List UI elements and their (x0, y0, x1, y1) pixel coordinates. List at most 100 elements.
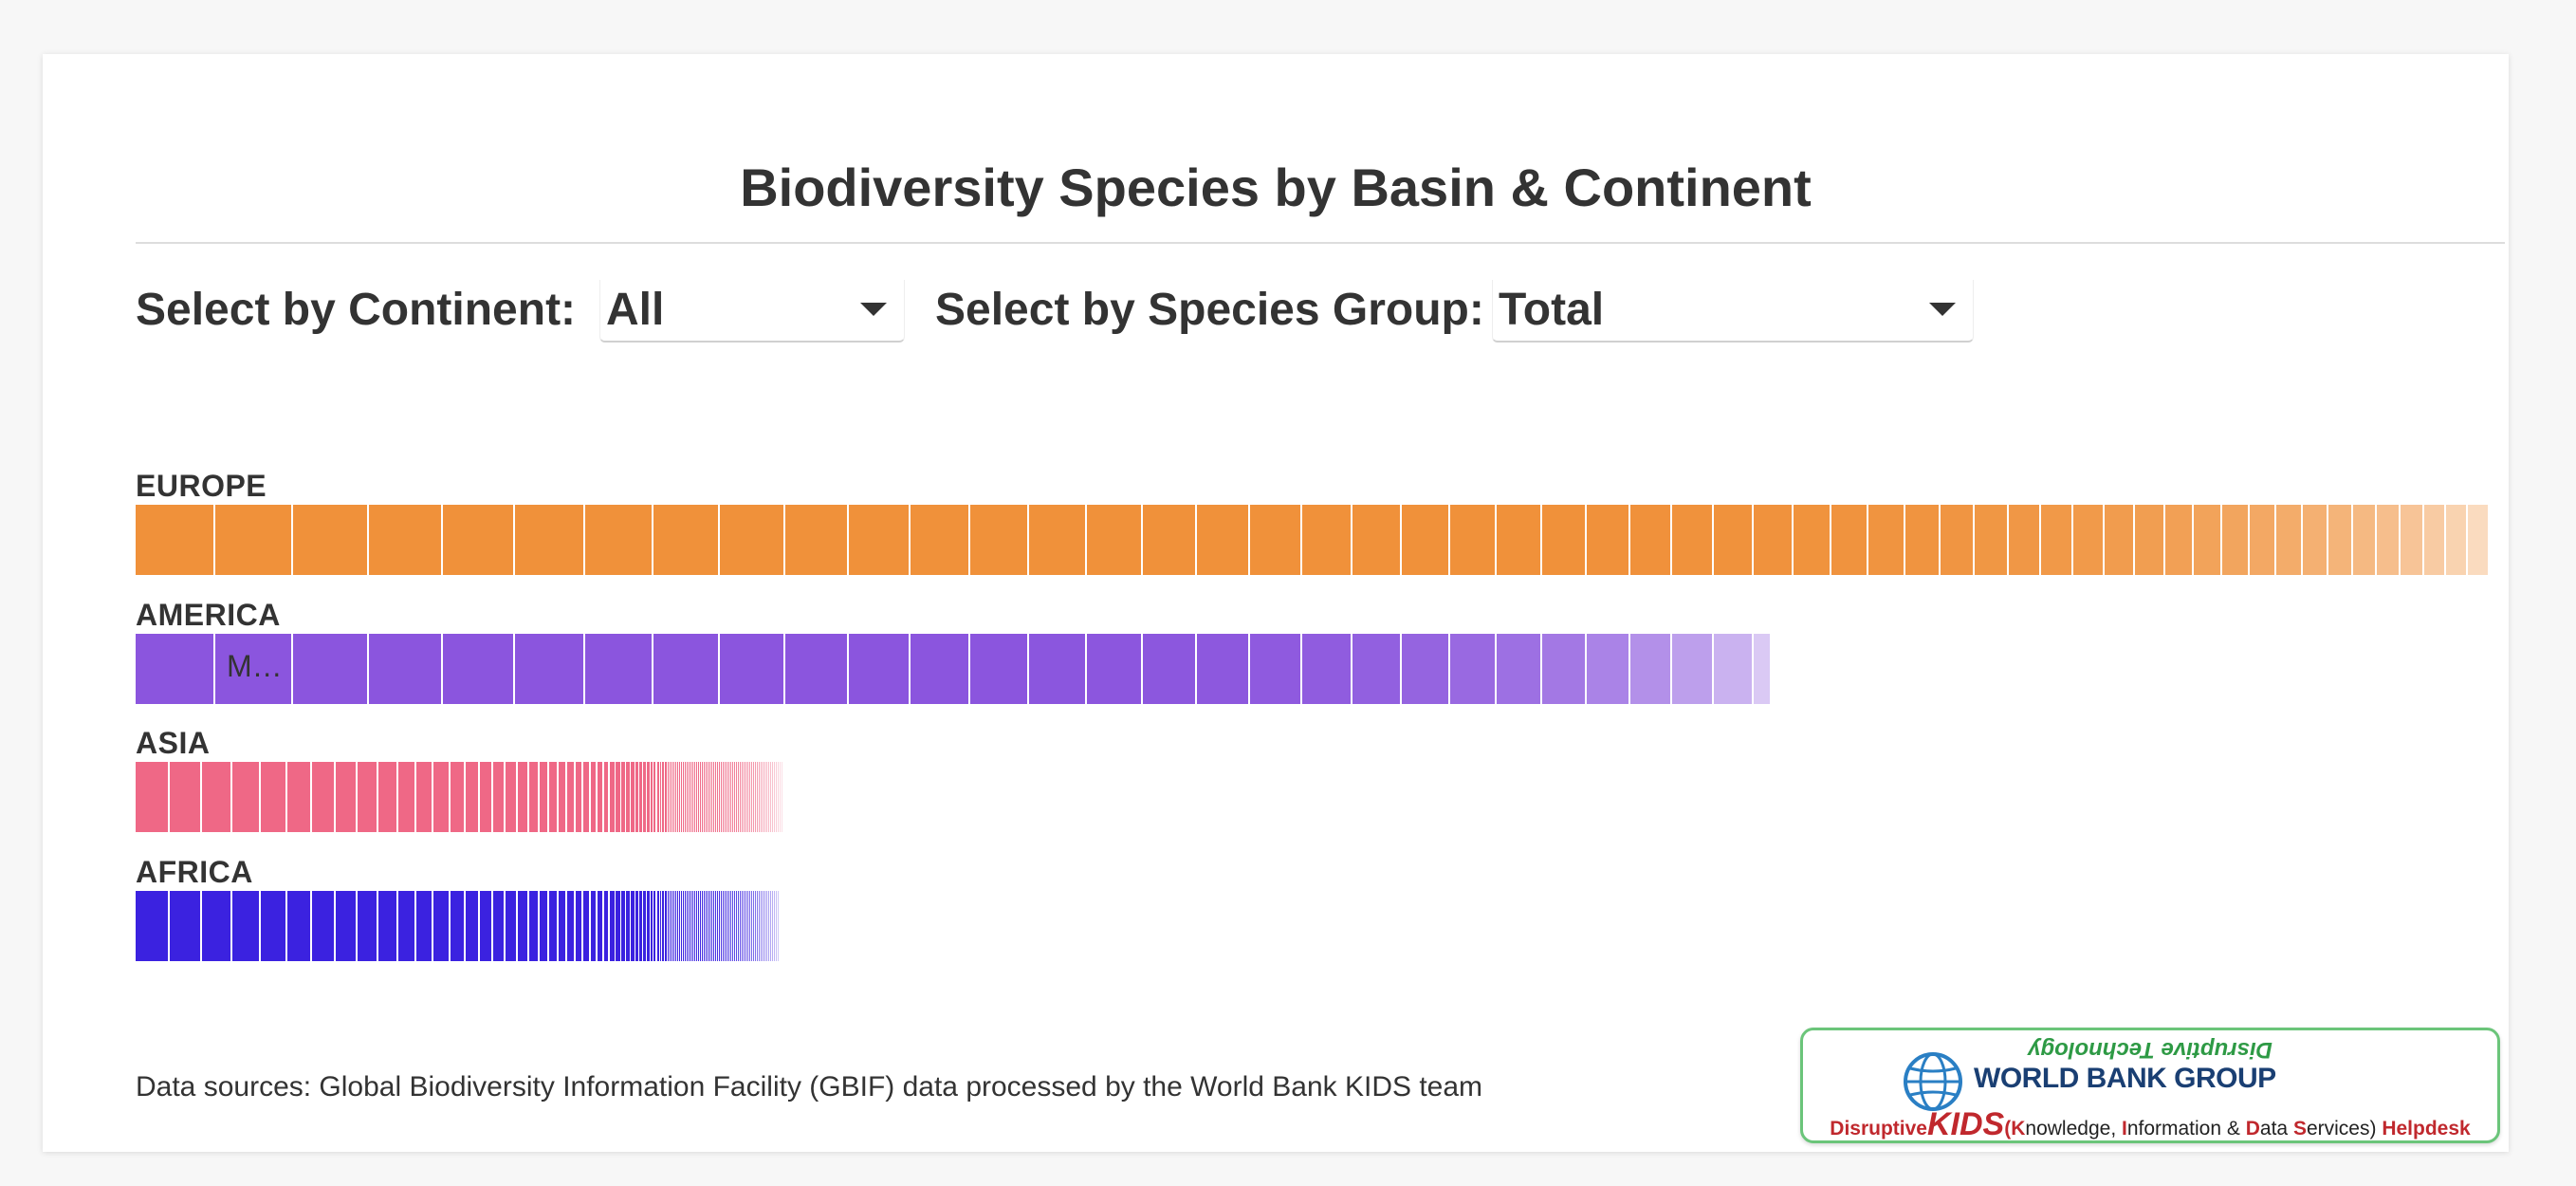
bar-segment[interactable] (784, 634, 849, 704)
bar-segment[interactable] (709, 891, 712, 961)
bar-segment[interactable] (694, 891, 697, 961)
bar-segment[interactable] (764, 762, 767, 832)
bar-segment[interactable] (378, 762, 398, 832)
bar-segment[interactable] (728, 891, 731, 961)
bar-segment[interactable] (170, 891, 202, 961)
bar-segment[interactable] (433, 891, 451, 961)
bar-segment[interactable] (747, 762, 750, 832)
bar-segment[interactable] (567, 891, 577, 961)
bar-segment[interactable] (1713, 634, 1755, 704)
bar-segment[interactable] (778, 762, 781, 832)
bar-segment[interactable] (506, 762, 518, 832)
bar-segment[interactable] (2135, 505, 2165, 575)
bar-segment[interactable] (643, 891, 648, 961)
bar-segment[interactable] (745, 891, 748, 961)
bar-segment[interactable] (738, 891, 741, 961)
bar-segment[interactable] (728, 762, 731, 832)
bar-segment[interactable] (659, 762, 663, 832)
bar-segment[interactable] (312, 891, 336, 961)
bar-segment[interactable] (669, 762, 672, 832)
bar-segment[interactable] (757, 891, 760, 961)
bar-africa[interactable] (136, 891, 782, 961)
bar-segment[interactable] (2105, 505, 2136, 575)
bar-segment[interactable] (576, 891, 584, 961)
bar-segment[interactable] (1301, 634, 1353, 704)
bar-segment[interactable] (2194, 505, 2222, 575)
bar-segment[interactable] (672, 762, 674, 832)
bar-segment[interactable] (397, 762, 417, 832)
bar-segment[interactable] (702, 891, 705, 961)
bar-segment[interactable] (603, 762, 611, 832)
bar-segment[interactable] (549, 762, 560, 832)
bar-segment[interactable] (700, 891, 703, 961)
bar-segment[interactable] (744, 891, 746, 961)
bar-segment[interactable] (675, 891, 678, 961)
bar-segment[interactable] (1975, 505, 2009, 575)
bar-segment[interactable] (665, 891, 668, 961)
bar-segment[interactable] (780, 891, 782, 961)
bar-segment[interactable] (620, 891, 627, 961)
bar-segment[interactable] (753, 762, 756, 832)
bar-segment[interactable] (286, 762, 313, 832)
bar-segment[interactable] (2423, 505, 2447, 575)
bar-segment[interactable] (677, 762, 680, 832)
bar-segment[interactable] (610, 762, 616, 832)
bar-segment[interactable] (753, 891, 756, 961)
bar-segment[interactable] (260, 891, 287, 961)
bar-segment[interactable] (2489, 505, 2491, 575)
bar-segment[interactable] (742, 891, 745, 961)
bar-segment[interactable] (1940, 505, 1976, 575)
bar-segment[interactable] (1401, 634, 1450, 704)
bar-segment[interactable] (136, 505, 215, 575)
bar-segment[interactable] (583, 762, 591, 832)
bar-segment[interactable] (2164, 505, 2195, 575)
bar-segment[interactable] (2276, 505, 2303, 575)
bar-segment[interactable] (755, 762, 758, 832)
bar-segment[interactable] (616, 762, 621, 832)
bar-segment[interactable] (665, 762, 668, 832)
bar-segment[interactable] (631, 891, 635, 961)
continent-select[interactable]: All (599, 280, 905, 343)
bar-segment[interactable] (514, 634, 585, 704)
bar-segment[interactable] (679, 891, 682, 961)
bar-segment[interactable] (761, 762, 764, 832)
bar-segment[interactable] (650, 891, 654, 961)
bar-segment[interactable] (584, 505, 653, 575)
bar-segment[interactable] (720, 505, 785, 575)
bar-segment[interactable] (1629, 505, 1673, 575)
bar-segment[interactable] (465, 762, 480, 832)
bar-segment[interactable] (2377, 505, 2401, 575)
bar-segment[interactable] (635, 762, 640, 832)
bar-segment[interactable] (776, 891, 779, 961)
bar-segment[interactable] (685, 891, 688, 961)
bar-segment[interactable] (514, 505, 585, 575)
bar-segment[interactable] (1029, 505, 1087, 575)
bar-segment[interactable] (780, 762, 782, 832)
bar-segment[interactable] (696, 891, 699, 961)
bar-segment[interactable] (1629, 634, 1673, 704)
bar-segment[interactable] (667, 891, 670, 961)
bar-segment[interactable] (528, 762, 540, 832)
bar-segment[interactable] (518, 762, 529, 832)
bar-segment[interactable] (368, 505, 443, 575)
bar-segment[interactable] (709, 762, 712, 832)
bar-segment[interactable] (506, 891, 518, 961)
bar-segment[interactable] (647, 762, 651, 832)
bar-segment[interactable] (683, 891, 686, 961)
bar-segment[interactable] (650, 762, 654, 832)
species-group-select[interactable]: Total (1492, 280, 1974, 343)
bar-segment[interactable] (770, 891, 773, 961)
bar-segment[interactable] (702, 762, 705, 832)
bar-segment[interactable] (292, 505, 369, 575)
bar-segment[interactable] (694, 762, 697, 832)
bar-segment[interactable] (1301, 505, 1353, 575)
bar-segment[interactable] (1754, 634, 1772, 704)
bar-segment[interactable] (749, 762, 752, 832)
bar-segment[interactable] (681, 891, 684, 961)
bar-segment[interactable] (286, 891, 313, 961)
bar-segment[interactable] (669, 891, 672, 961)
bar-segment[interactable] (559, 891, 568, 961)
bar-segment[interactable] (768, 891, 771, 961)
bar-segment[interactable] (784, 505, 849, 575)
bar-segment[interactable] (639, 762, 644, 832)
